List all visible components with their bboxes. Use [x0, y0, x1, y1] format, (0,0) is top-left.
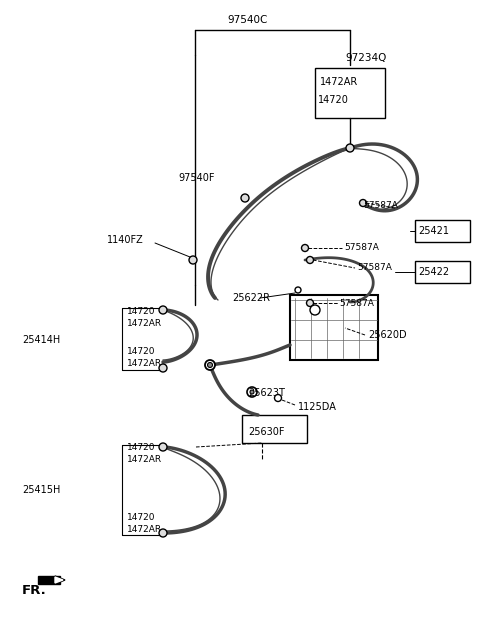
Text: 57587A: 57587A	[363, 201, 398, 211]
Circle shape	[295, 287, 301, 293]
Text: 25623T: 25623T	[248, 388, 285, 398]
Circle shape	[307, 256, 313, 263]
Circle shape	[275, 394, 281, 402]
Text: 25414H: 25414H	[22, 335, 60, 345]
Text: 57587A: 57587A	[344, 243, 379, 253]
Polygon shape	[55, 577, 63, 583]
Text: 25630F: 25630F	[248, 427, 285, 437]
Circle shape	[159, 529, 167, 537]
Circle shape	[189, 256, 197, 264]
Text: 97540F: 97540F	[178, 173, 215, 183]
Text: 97540C: 97540C	[228, 15, 268, 25]
Text: 25422: 25422	[418, 267, 449, 277]
Text: 1472AR: 1472AR	[320, 77, 358, 87]
Text: 25620D: 25620D	[368, 330, 407, 340]
Text: 97234Q: 97234Q	[345, 53, 386, 63]
Bar	[415, 261, 470, 283]
Bar	[415, 220, 470, 242]
Bar	[242, 415, 307, 443]
Circle shape	[159, 364, 167, 372]
Text: 57587A: 57587A	[357, 263, 392, 273]
Text: 1125DA: 1125DA	[298, 402, 337, 412]
Text: 25622R: 25622R	[232, 293, 270, 303]
Polygon shape	[38, 576, 60, 584]
Circle shape	[346, 144, 354, 152]
Text: 25421: 25421	[418, 226, 449, 236]
Circle shape	[205, 360, 215, 370]
Text: 14720: 14720	[318, 95, 349, 105]
Text: 57587A: 57587A	[339, 298, 374, 308]
Text: 25415H: 25415H	[22, 485, 60, 495]
Text: 1472AR: 1472AR	[127, 320, 162, 329]
Polygon shape	[55, 576, 65, 584]
Text: FR.: FR.	[22, 583, 47, 596]
Bar	[315, 68, 385, 118]
Circle shape	[247, 387, 257, 397]
Text: 14720: 14720	[127, 347, 156, 357]
Circle shape	[207, 363, 213, 368]
Circle shape	[307, 300, 313, 307]
Circle shape	[250, 390, 254, 394]
Circle shape	[159, 443, 167, 451]
Circle shape	[241, 194, 249, 202]
Circle shape	[310, 305, 320, 315]
Text: 14720: 14720	[127, 444, 156, 452]
Text: 1140FZ: 1140FZ	[107, 235, 144, 245]
Text: 1472AR: 1472AR	[127, 360, 162, 368]
Text: 14720: 14720	[127, 514, 156, 522]
Circle shape	[301, 245, 309, 252]
Circle shape	[159, 306, 167, 314]
Circle shape	[360, 200, 367, 206]
Bar	[290, 295, 378, 360]
Text: 14720: 14720	[127, 308, 156, 316]
Text: 1472AR: 1472AR	[127, 525, 162, 535]
Text: 1472AR: 1472AR	[127, 455, 162, 465]
